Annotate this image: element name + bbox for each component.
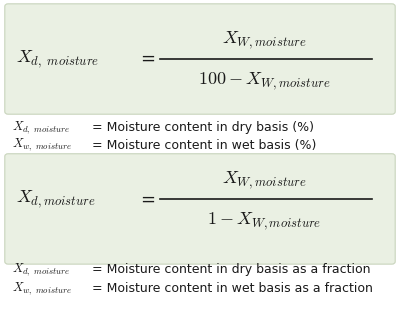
Text: = Moisture content in dry basis as a fraction: = Moisture content in dry basis as a fra… xyxy=(88,263,370,276)
Text: $100 - X_{W,moisture}$: $100 - X_{W,moisture}$ xyxy=(198,70,330,92)
Text: $X_{d,moisture}$: $X_{d,moisture}$ xyxy=(16,189,96,210)
Text: =: = xyxy=(140,50,156,68)
Text: $X_{d,\ moisture}$: $X_{d,\ moisture}$ xyxy=(12,261,70,278)
Text: = Moisture content in wet basis (%): = Moisture content in wet basis (%) xyxy=(88,139,316,152)
FancyBboxPatch shape xyxy=(5,154,395,264)
Text: = Moisture content in wet basis as a fraction: = Moisture content in wet basis as a fra… xyxy=(88,282,373,295)
Text: $X_{d,\ moisture}$: $X_{d,\ moisture}$ xyxy=(12,119,70,136)
Text: =: = xyxy=(140,190,156,208)
Text: $X_{W,moisture}$: $X_{W,moisture}$ xyxy=(222,169,306,191)
FancyBboxPatch shape xyxy=(5,4,395,114)
Text: $X_{d,\ moisture}$: $X_{d,\ moisture}$ xyxy=(16,48,99,70)
Text: $1 - X_{W,moisture}$: $1 - X_{W,moisture}$ xyxy=(207,211,321,233)
Text: $X_{w,\ moisture}$: $X_{w,\ moisture}$ xyxy=(12,280,72,297)
Text: $X_{w,\ moisture}$: $X_{w,\ moisture}$ xyxy=(12,137,72,153)
Text: $X_{W,moisture}$: $X_{W,moisture}$ xyxy=(222,29,306,51)
Text: = Moisture content in dry basis (%): = Moisture content in dry basis (%) xyxy=(88,121,314,134)
